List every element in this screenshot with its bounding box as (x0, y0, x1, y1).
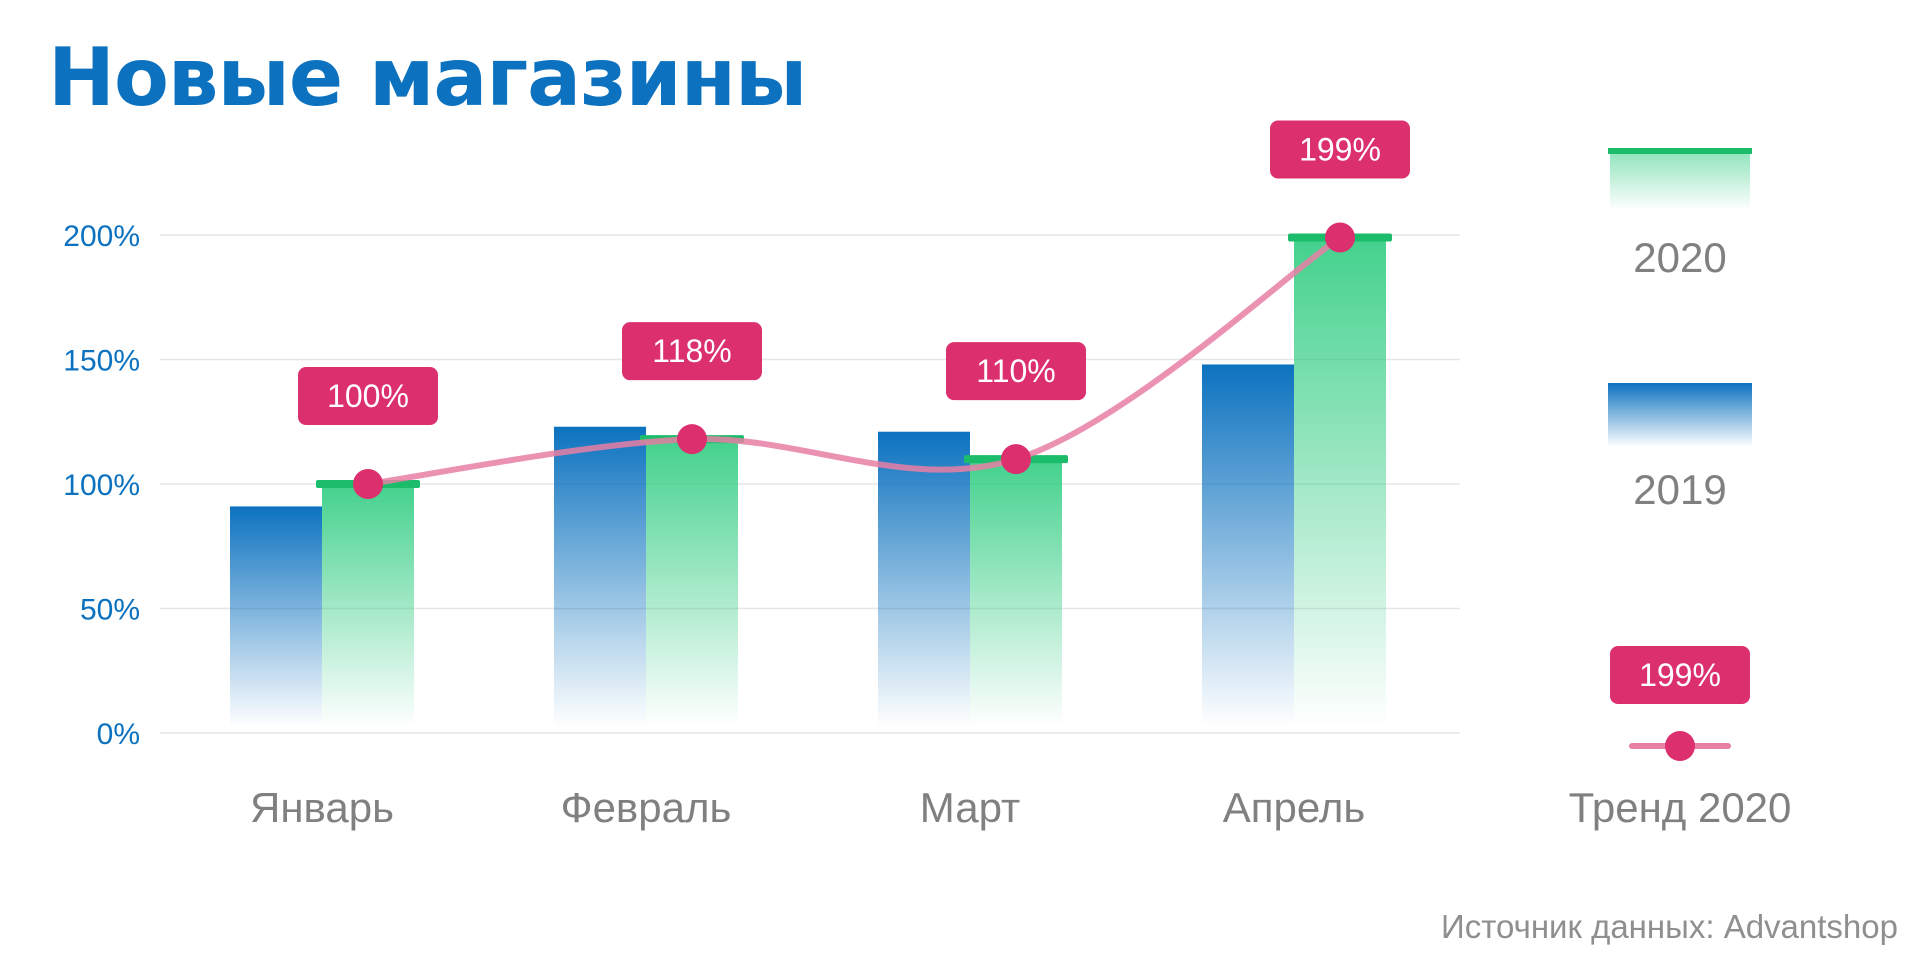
data-label: 100% (327, 378, 409, 414)
chart-title: Новые магазины (48, 31, 807, 124)
x-tick-label: Январь (250, 784, 394, 831)
legend-swatch-2020-cap (1608, 148, 1752, 154)
y-tick-label: 150% (63, 345, 140, 378)
data-label-badge (1270, 120, 1410, 179)
legend-trend-badge (1610, 646, 1750, 704)
data-label-badge (946, 342, 1086, 401)
x-tick-label: Февраль (561, 784, 732, 831)
legend-label-2019: 2019 (1633, 466, 1726, 513)
data-label-badge (622, 322, 762, 381)
legend-trend-badge-text: 199% (1639, 657, 1721, 693)
x-axis: Январь Февраль Март Апрель (250, 784, 1365, 831)
legend-label-2020: 2020 (1633, 234, 1726, 281)
bar-2020-3 (970, 459, 1062, 727)
legend-swatch-2020 (1610, 150, 1750, 210)
data-labels: 100% 118% 110% 199% (298, 120, 1410, 425)
bar-2020-1 (322, 484, 414, 727)
data-label-badge (298, 367, 438, 425)
trend-line (365, 234, 1343, 487)
y-axis: 0% 50% 100% 150% 200% (63, 220, 140, 751)
legend-swatch-2019 (1608, 383, 1752, 447)
bar-2020-4 (1294, 237, 1386, 728)
data-label: 199% (1299, 131, 1381, 167)
trend-line-group (353, 222, 1355, 499)
data-label: 110% (976, 353, 1055, 389)
trend-point-4 (1325, 222, 1355, 253)
trend-point-2 (677, 424, 707, 455)
bar-2020-2 (646, 439, 738, 727)
legend-label-trend: Тренд 2020 (1569, 784, 1792, 831)
y-tick-label: 0% (97, 718, 140, 751)
x-tick-label: Март (920, 784, 1021, 831)
y-tick-label: 100% (63, 469, 140, 502)
y-tick-label: 200% (63, 220, 140, 253)
trend-point-3 (1001, 444, 1031, 475)
data-source-note: Источник данных: Advantshop (1441, 908, 1898, 945)
x-tick-label: Апрель (1223, 784, 1365, 831)
legend-trend-marker (1665, 731, 1695, 761)
trend-point-1 (353, 469, 383, 499)
legend: 2020 2019 199% Тренд 2020 (1569, 148, 1792, 831)
bar-2019-1 (230, 506, 322, 727)
bar-2019-3 (878, 431, 970, 727)
data-label: 118% (652, 333, 731, 369)
y-tick-label: 50% (80, 594, 140, 627)
bar-2019-2 (554, 426, 646, 727)
bar-2019-4 (1202, 364, 1294, 727)
